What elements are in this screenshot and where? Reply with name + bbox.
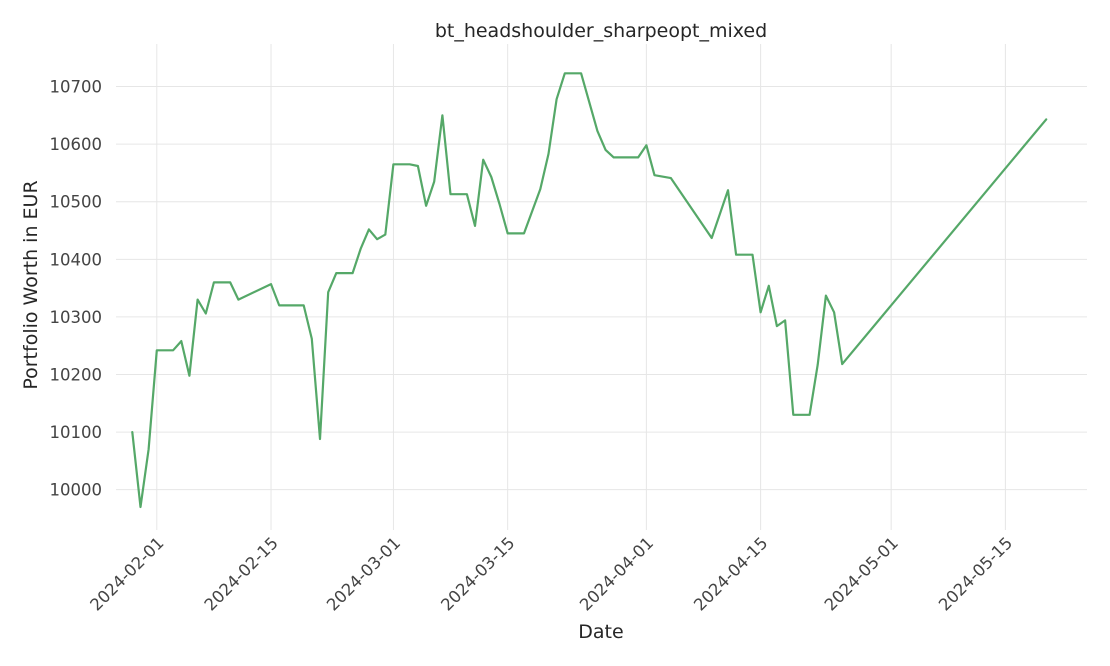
- x-axis-label: Date: [578, 621, 623, 643]
- y-axis-label: Portfolio Worth in EUR: [20, 180, 42, 389]
- x-tick-label: 2024-02-15: [201, 533, 282, 614]
- grid: [116, 44, 1087, 530]
- x-tick-label: 2024-04-15: [690, 533, 771, 614]
- x-tick-label: 2024-02-01: [86, 533, 167, 614]
- y-tick-label: 10700: [50, 78, 103, 97]
- y-axis-ticks: 10000 10100 10200 10300 10400 10500 10600 10700: [50, 78, 103, 500]
- y-tick-label: 10600: [50, 135, 103, 154]
- x-axis-ticks: 2024-02-01 2024-02-15 2024-03-01 2024-03-15…: [86, 533, 1016, 614]
- x-tick-label: 2024-03-15: [437, 533, 518, 614]
- chart-title: bt_headshoulder_sharpeopt_mixed: [435, 20, 767, 42]
- x-tick-label: 2024-04-01: [576, 533, 657, 614]
- y-tick-label: 10100: [50, 423, 103, 442]
- x-tick-label: 2024-03-01: [323, 533, 404, 614]
- y-tick-label: 10300: [50, 308, 103, 327]
- y-tick-label: 10200: [50, 366, 103, 385]
- y-tick-label: 10400: [50, 250, 103, 269]
- series-line: [131, 72, 1048, 509]
- x-tick-label: 2024-05-15: [935, 533, 1016, 614]
- y-tick-label: 10500: [50, 193, 103, 212]
- y-tick-label: 10000: [50, 481, 103, 500]
- x-tick-label: 2024-05-01: [821, 533, 902, 614]
